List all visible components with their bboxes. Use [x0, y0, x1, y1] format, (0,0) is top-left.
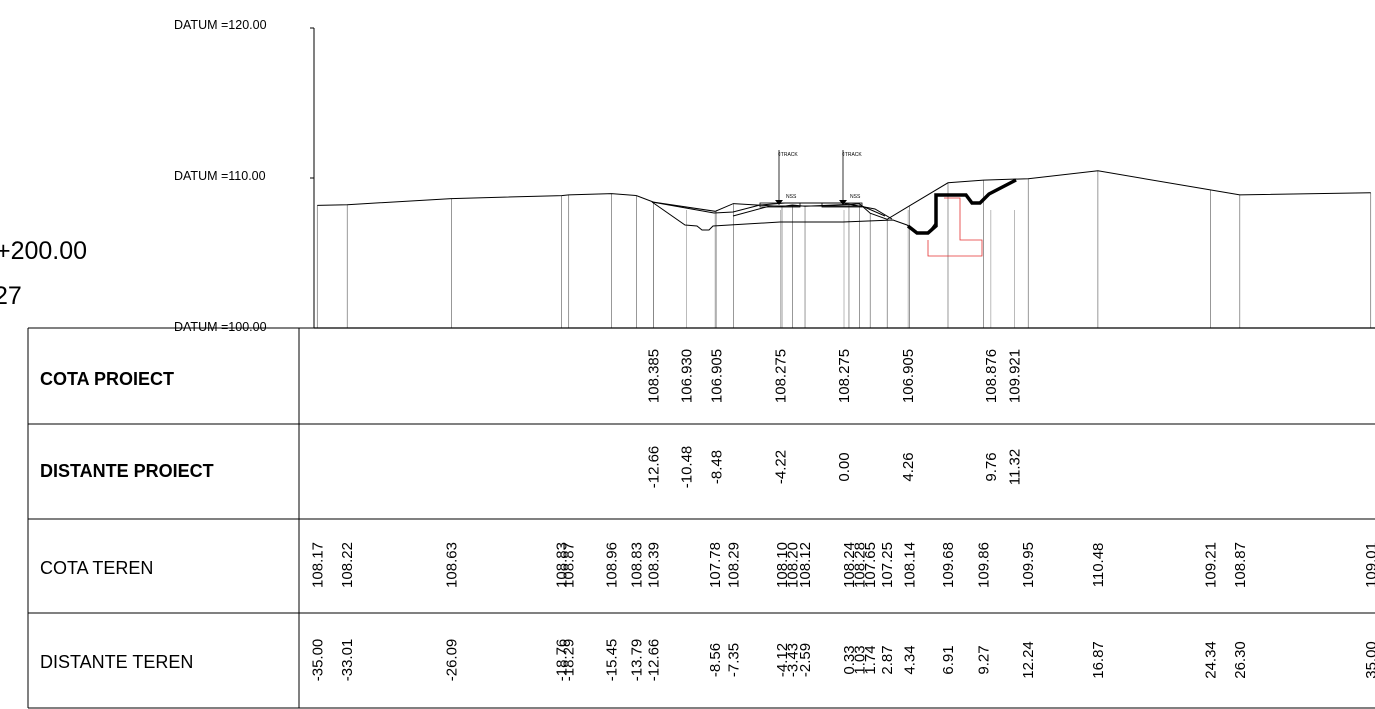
design-vertical-lines: [653, 210, 1015, 328]
track-arrow-right: [839, 200, 847, 205]
ground-distance-15: 1.74: [862, 645, 879, 674]
design-distance-5: 4.26: [900, 452, 917, 481]
ground-elevation-16: 107.25: [879, 542, 896, 588]
ground-elevation-9: 108.29: [725, 542, 742, 588]
ground-distance-11: -3.43: [784, 643, 801, 677]
ground-elevation-3: 108.83: [554, 542, 571, 588]
nss-label-left: NSS: [786, 194, 797, 200]
ground-elevation-6: 108.83: [629, 542, 646, 588]
ground-elevation-5: 108.96: [604, 542, 621, 588]
design-elevation-5: 106.905: [900, 349, 917, 403]
row-label-cota-teren: COTA TEREN: [40, 558, 153, 578]
data-table: COTA PROIECT DISTANTE PROIECT COTA TEREN…: [27, 327, 1375, 709]
ground-values: 108.17 -35.00 108.22 -33.01 108.63 -26.09 108.…: [309, 542, 1375, 681]
ground-elevation-22: 109.21: [1202, 542, 1219, 588]
ground-distance-5: -15.45: [604, 639, 621, 682]
ground-distance-22: 24.34: [1202, 641, 1219, 679]
design-distance-3: -4.22: [773, 450, 790, 484]
section-number-label: 27: [0, 282, 22, 310]
ground-elevation-4: 108.87: [561, 542, 578, 588]
ground-distance-19: 9.27: [976, 645, 993, 674]
design-distance-6: 9.76: [983, 452, 1000, 481]
design-distance-0: -12.66: [646, 446, 663, 489]
ground-elevation-0: 108.17: [309, 542, 326, 588]
ground-distance-23: 26.30: [1232, 641, 1249, 679]
ground-distance-1: -33.01: [339, 639, 356, 682]
datum-label-120: DATUM =120.00: [174, 18, 267, 32]
ground-elevation-1: 108.22: [339, 542, 356, 588]
row-label-cota-proiect: COTA PROIECT: [40, 369, 174, 389]
ground-distance-14: 1.03: [852, 645, 869, 674]
ground-distance-9: -7.35: [725, 643, 742, 677]
ground-distance-20: 12.24: [1020, 641, 1037, 679]
design-distance-7: 11.32: [1006, 449, 1023, 485]
ground-distance-17: 4.34: [901, 645, 918, 674]
track-label-left: ¢TRACK: [778, 152, 798, 158]
ground-distance-8: -8.56: [707, 643, 724, 677]
ground-vertical-lines: [316, 170, 1372, 328]
ground-distance-13: 0.33: [841, 645, 858, 674]
design-elevation-4: 108.275: [836, 349, 853, 403]
ground-elevation-11: 108.20: [784, 542, 801, 588]
retaining-wall-line: [906, 178, 1017, 235]
ground-elevation-17: 108.14: [901, 542, 918, 588]
design-distance-1: -10.48: [678, 446, 695, 489]
chainage-label: +200.00: [0, 237, 87, 265]
ground-elevation-13: 108.24: [841, 542, 858, 588]
datum-label-100: DATUM =100.00: [174, 320, 267, 334]
ground-elevation-2: 108.63: [443, 542, 460, 588]
ground-distance-18: 6.91: [940, 645, 957, 674]
design-distance-4: 0.00: [836, 452, 853, 481]
ground-elevation-18: 109.68: [940, 542, 957, 588]
design-elevation-6: 108.876: [983, 349, 1000, 403]
design-values: 108.385 -12.66 106.930 -10.48 106.905 -8.48 10…: [646, 349, 1024, 488]
ground-distance-21: 16.87: [1090, 641, 1107, 679]
ground-distance-24: 35.00: [1363, 641, 1375, 679]
design-elevation-3: 108.275: [773, 349, 790, 403]
track-label-right: ¢TRACK: [842, 152, 862, 158]
ground-elevation-19: 109.86: [976, 542, 993, 588]
design-section: [651, 178, 1017, 257]
design-elevation-2: 106.905: [708, 349, 725, 403]
ground-distance-7: -12.66: [646, 639, 663, 682]
ground-elevation-23: 108.87: [1232, 542, 1249, 588]
ground-elevation-12: 108.12: [797, 542, 814, 588]
ground-distance-4: -18.29: [561, 639, 578, 682]
design-elevation-1: 106.930: [678, 349, 695, 403]
ground-elevation-24: 109.01: [1363, 542, 1375, 588]
ground-elevation-20: 109.95: [1020, 542, 1037, 588]
ground-distance-12: -2.59: [797, 643, 814, 677]
design-elevation-0: 108.385: [646, 349, 663, 403]
ground-distance-3: -18.76: [554, 639, 571, 682]
ballast-line: [732, 205, 886, 217]
track-arrow-left: [775, 200, 783, 205]
ground-elevation-15: 107.65: [862, 542, 879, 588]
design-platform-line: [651, 201, 893, 220]
design-elevation-7: 109.921: [1006, 349, 1023, 403]
ground-elevation-7: 108.39: [646, 542, 663, 588]
ground-distance-0: -35.00: [309, 639, 326, 682]
ground-distance-6: -13.79: [629, 639, 646, 682]
nss-label-right: NSS: [850, 194, 861, 200]
ground-elevation-8: 107.78: [707, 542, 724, 588]
row-label-distante-proiect: DISTANTE PROIECT: [40, 461, 214, 481]
ground-elevation-21: 110.48: [1090, 543, 1107, 588]
ground-elevation-14: 108.28: [852, 542, 869, 588]
ground-distance-10: -4.12: [774, 643, 791, 677]
datum-label-110: DATUM =110.00: [174, 169, 266, 183]
ground-distance-16: 2.87: [879, 645, 896, 674]
wall-foundation-outline: [927, 197, 983, 257]
design-distance-2: -8.48: [708, 450, 725, 484]
row-label-distante-teren: DISTANTE TEREN: [40, 652, 193, 672]
ground-distance-2: -26.09: [443, 639, 460, 682]
ground-elevation-10: 108.10: [774, 542, 791, 588]
track-markers: ¢TRACK ¢TRACK NSS NSS: [775, 150, 862, 205]
